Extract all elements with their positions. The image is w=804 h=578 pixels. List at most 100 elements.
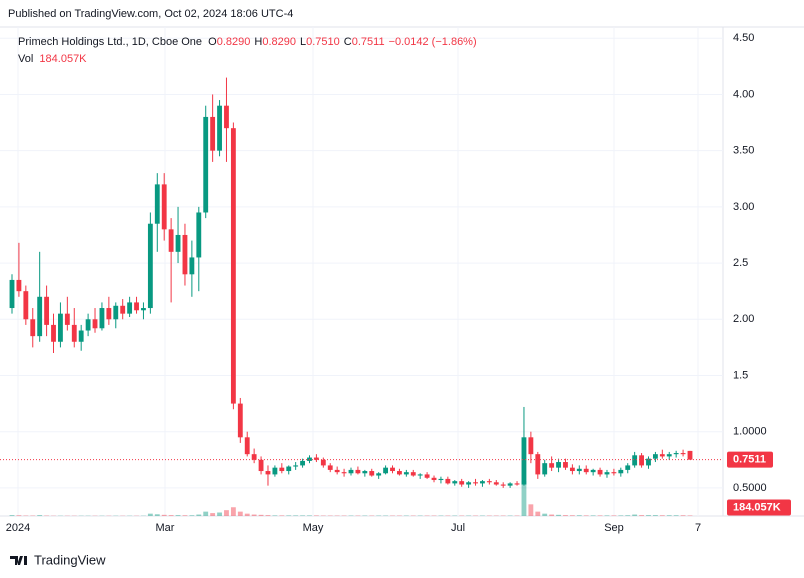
candle-body [64,313,70,325]
candle-body [37,296,43,337]
volume-bar [293,515,299,516]
y-tick-label: 1.0000 [733,426,767,438]
candle-body [673,453,679,455]
candle-body [9,279,15,309]
candle-body [244,437,250,455]
volume-bar [652,515,658,516]
volume-box [727,499,791,516]
volume-label: 184.057K [733,501,781,513]
candle-body [251,454,257,460]
candle-body [590,469,596,473]
volume-bar [154,514,160,516]
candle-body [410,472,416,476]
volume-key: Vol [18,53,34,65]
candle-body [576,468,582,472]
candle-body [348,469,354,474]
candle-body [376,473,382,476]
volume-value: 184.057K [39,53,87,65]
candle-body [646,458,651,466]
ohlc: O0.8290 H0.8290 L0.7510 C0.7511 [208,36,388,48]
volume-bar [528,504,534,516]
candle-body [687,450,693,460]
volume-bar [203,511,209,516]
candle-body [507,483,513,486]
candle-body [175,234,181,252]
volume-bar [659,515,665,516]
y-tick-label: 4.00 [733,88,754,100]
candle-body [473,482,478,484]
y-tick-label: 2.5 [733,257,748,269]
candle-body [92,319,98,329]
y-tick-label: 1.5 [733,369,748,381]
grid: 4.50 4.00 3.50 3.00 2.5 2.00 1.5 1.0000 0.5000 20… [0,27,767,534]
candle-body [265,471,271,475]
volume-bar [217,512,222,516]
volume-bar [168,515,174,516]
candle-body [23,291,29,320]
candle-body [659,454,665,457]
ohlc-key: O [208,36,217,48]
volume-bar [237,511,243,516]
candle-body [493,482,499,485]
y-tick-label: 4.50 [733,32,754,44]
volume-bar [535,511,541,516]
candle-body [680,453,686,455]
candle-body [258,459,264,472]
volume-bar [258,514,264,516]
candle-body [168,229,174,252]
volume-bar [569,515,575,516]
candle-body [528,437,534,455]
candle-body [224,105,229,129]
volume-bar [666,515,672,516]
candle-body [535,454,541,475]
candle-body [480,481,485,484]
candle-body [362,471,368,474]
candle-body [438,478,444,481]
candle-body [666,454,672,457]
logo: TradingView [10,552,106,567]
candle-body [51,324,56,342]
volume-bar [307,515,312,516]
candle-body [334,469,340,473]
volume-bar [37,515,43,516]
candle-body [113,305,119,320]
change: −0.0142 (−1.86%) [388,36,477,48]
candle-body [189,257,195,275]
candle-body [611,472,617,474]
candle-body [341,472,347,474]
volume-bar [147,513,153,516]
x-tick-label: May [303,522,324,534]
candle-body [569,467,575,472]
volume-bar [300,515,305,516]
ohlc-key: H [254,36,263,48]
candle-body [279,467,285,472]
candle-body [424,474,430,478]
candle-body [521,437,527,485]
candle-body [203,116,209,213]
candle-body [300,460,305,466]
candle-body [58,313,63,342]
volume-bar [583,515,589,516]
volume-bar [175,515,181,516]
candle-body [85,319,91,331]
candle-body [78,330,84,342]
candle-body [44,296,50,325]
candle-body [230,128,236,404]
candle-body [127,302,133,314]
volume-bar [272,515,278,516]
volume-bar [604,515,610,516]
candle-body [71,324,77,342]
last-price-box [727,451,773,468]
candle-body [120,305,126,314]
candle-body [106,308,112,320]
volume-bar [16,515,22,516]
volume-bar [680,515,686,516]
volume-bar [251,514,257,516]
symbol: Primech Holdings Ltd., 1D, Cboe One [18,36,203,48]
volume-bar [563,515,568,516]
volume-bar [646,515,651,516]
volume-bar [521,481,527,516]
volume-bar [576,515,582,516]
candle-body [141,308,146,311]
